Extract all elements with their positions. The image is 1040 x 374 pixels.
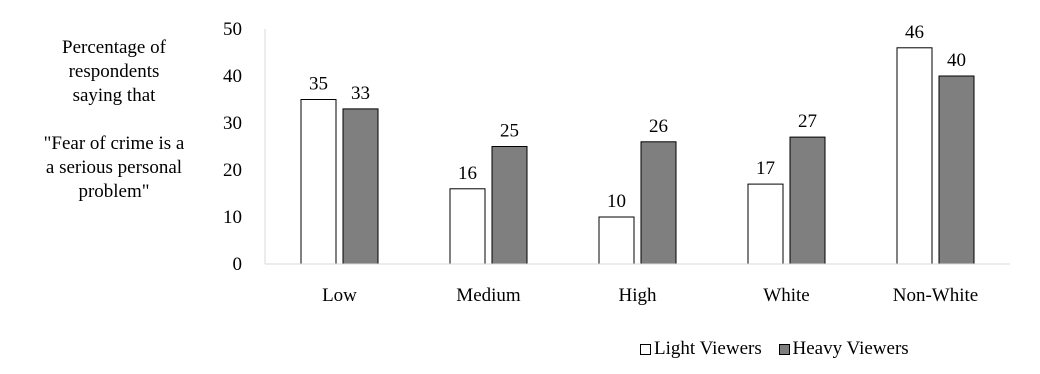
data-label: 46 [905,22,924,43]
y-axis-label-line: respondents [68,61,160,82]
y-tick-label: 40 [223,66,242,87]
bar-heavy [640,141,677,265]
data-label: 16 [458,163,477,184]
y-axis-label-line: Percentage of [62,37,166,58]
y-tick-label: 20 [223,160,242,181]
data-label: 25 [500,121,519,142]
y-axis-label-line: "Fear of crime is a [43,133,185,154]
x-tick-label: High [619,285,658,306]
data-label: 35 [309,74,328,95]
bar-light [449,188,486,265]
data-label: 17 [756,158,775,179]
y-tick-label: 30 [223,113,242,134]
legend-label-light: Light Viewers [654,338,762,359]
y-axis-label-line: problem" [78,181,150,202]
bar-heavy [789,136,826,265]
legend-item-light-viewers: Light Viewers [640,338,762,360]
legend-label-heavy: Heavy Viewers [792,338,909,359]
x-tick-label: White [763,285,809,306]
bar-light [747,183,784,265]
y-tick-label: 10 [223,207,242,228]
x-tick-label: Low [322,285,357,306]
data-label: 33 [351,83,370,104]
bar-light [300,99,337,265]
y-tick-label: 0 [233,254,243,275]
legend-swatch-heavy [778,343,790,355]
data-label: 10 [607,191,626,212]
bar-light [896,47,933,265]
legend-item-heavy-viewers: Heavy Viewers [778,338,909,360]
legend-swatch-light [640,343,651,355]
y-axis-label-line: a serious personal [45,157,183,178]
bar-heavy [938,75,975,265]
bar-light [598,216,635,265]
legend: Light Viewers Heavy Viewers [640,338,921,361]
data-label: 40 [947,50,966,71]
bar-heavy [491,146,528,265]
x-tick-label: Medium [456,285,521,306]
x-tick-label: Non-White [893,285,978,306]
bar-heavy [342,108,379,265]
data-label: 27 [798,111,817,132]
y-axis-label: Percentage of respondents saying that "F… [0,36,228,204]
y-tick-label: 50 [223,19,242,40]
y-axis-label-line: saying that [72,85,156,106]
data-label: 26 [649,116,668,137]
